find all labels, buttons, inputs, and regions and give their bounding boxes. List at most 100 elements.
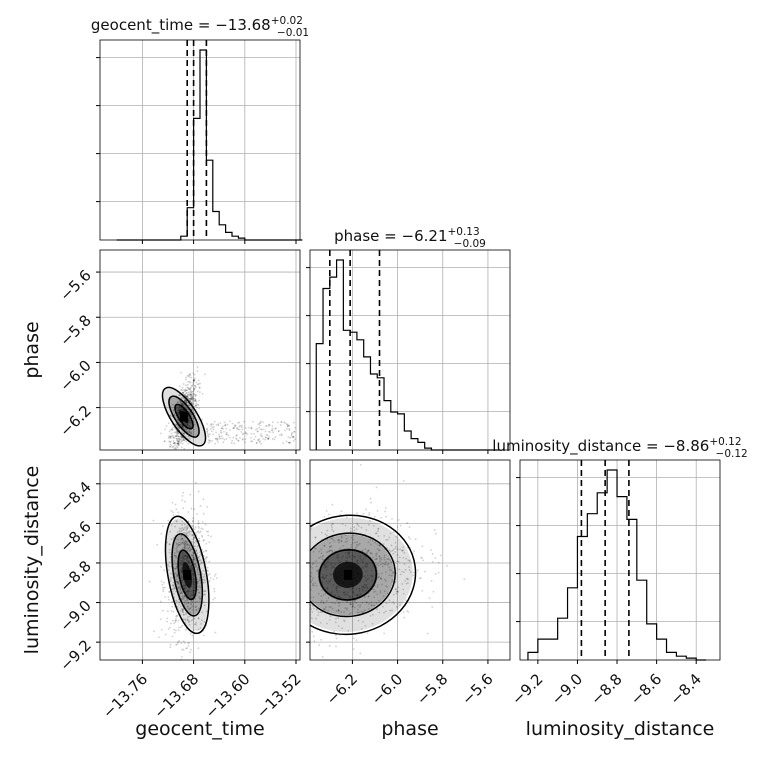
- sample-point: [182, 541, 185, 544]
- sample-point: [335, 589, 338, 592]
- sample-point: [271, 427, 274, 430]
- sample-point: [169, 646, 172, 649]
- sample-point: [337, 553, 339, 556]
- x-axis-label-geocent-time: geocent_time: [135, 718, 264, 740]
- sample-point: [337, 609, 340, 612]
- sample-point: [385, 539, 388, 541]
- sample-point: [305, 623, 307, 625]
- sample-point: [185, 400, 188, 403]
- sample-point: [202, 512, 205, 515]
- sample-point: [407, 610, 410, 613]
- sample-point: [324, 566, 327, 568]
- sample-point: [310, 588, 312, 591]
- sample-point: [288, 424, 291, 427]
- sample-point: [179, 406, 182, 408]
- sample-point: [223, 421, 226, 424]
- sample-point: [280, 434, 283, 437]
- sample-point: [172, 536, 175, 539]
- sample-point: [197, 586, 200, 589]
- sample-point: [378, 599, 380, 602]
- sample-point: [384, 610, 387, 613]
- sample-point: [185, 407, 188, 410]
- sample-point: [201, 418, 204, 421]
- sample-point: [195, 381, 198, 384]
- sample-point: [184, 400, 186, 402]
- sample-point: [201, 521, 204, 524]
- sample-point: [193, 541, 196, 544]
- sample-point: [267, 424, 270, 427]
- sample-point: [195, 539, 197, 542]
- sample-point: [181, 430, 184, 433]
- sample-point: [220, 435, 223, 437]
- sample-point: [195, 549, 198, 552]
- sample-point: [396, 548, 399, 551]
- sample-point: [389, 609, 391, 612]
- sample-point: [345, 607, 348, 610]
- sample-point: [323, 577, 326, 580]
- sample-point: [193, 508, 196, 511]
- sample-point: [338, 585, 341, 588]
- sample-point: [237, 439, 240, 442]
- sample-point: [326, 586, 329, 589]
- sample-point: [182, 397, 185, 400]
- sample-point: [177, 641, 180, 644]
- sample-point: [183, 447, 186, 450]
- sample-point: [177, 511, 180, 514]
- sample-point: [198, 559, 201, 561]
- panel-2d-luminosity-distance-vs-geocent-time: −13.76 −13.68 −13.60 −13.52−9.2−9.0−8.8−8.6…: [56, 459, 305, 722]
- sample-point: [386, 564, 389, 567]
- contour-line: [161, 386, 207, 447]
- sample-point: [183, 393, 186, 396]
- sample-point: [232, 427, 235, 430]
- sample-point: [266, 434, 269, 437]
- sample-point: [354, 600, 357, 602]
- sample-point: [181, 440, 184, 442]
- sample-point: [177, 580, 180, 583]
- sample-point: [191, 569, 193, 572]
- sample-point: [169, 414, 172, 417]
- sample-point: [330, 537, 333, 540]
- sample-point: [188, 589, 190, 592]
- sample-point: [212, 578, 215, 581]
- sample-point: [404, 580, 407, 582]
- sample-point: [264, 430, 267, 433]
- sample-point: [182, 439, 185, 441]
- sample-point: [173, 442, 176, 445]
- sample-point: [302, 544, 304, 546]
- sample-point: [352, 587, 355, 590]
- sample-point: [170, 444, 173, 447]
- sample-point: [188, 620, 191, 623]
- sample-point: [183, 584, 186, 587]
- sample-point: [304, 615, 306, 617]
- sample-point: [258, 441, 261, 444]
- y-tick-label: −8.8: [56, 557, 94, 595]
- sample-point: [181, 610, 184, 613]
- sample-point: [193, 393, 196, 396]
- sample-point: [212, 425, 215, 428]
- sample-point: [383, 590, 386, 593]
- sample-point: [368, 511, 371, 514]
- sample-point: [370, 569, 373, 572]
- sample-point: [153, 630, 155, 633]
- sample-point: [175, 520, 178, 523]
- sample-point: [236, 427, 238, 430]
- sample-point: [238, 421, 241, 424]
- sample-point: [178, 437, 181, 440]
- sample-point: [198, 386, 201, 389]
- sample-point: [334, 563, 336, 566]
- sample-point: [178, 439, 181, 442]
- sample-point: [193, 387, 196, 390]
- sample-point: [320, 531, 323, 534]
- sample-point: [180, 408, 183, 411]
- sample-point: [390, 569, 393, 572]
- sample-point: [191, 396, 194, 399]
- sample-point: [181, 608, 184, 611]
- sample-point: [176, 425, 179, 428]
- sample-point: [331, 590, 334, 593]
- sample-point: [208, 560, 211, 563]
- sample-point: [382, 543, 385, 545]
- sample-point: [259, 440, 261, 443]
- sample-point: [352, 591, 355, 594]
- sample-point: [397, 586, 400, 589]
- sample-point: [239, 437, 241, 439]
